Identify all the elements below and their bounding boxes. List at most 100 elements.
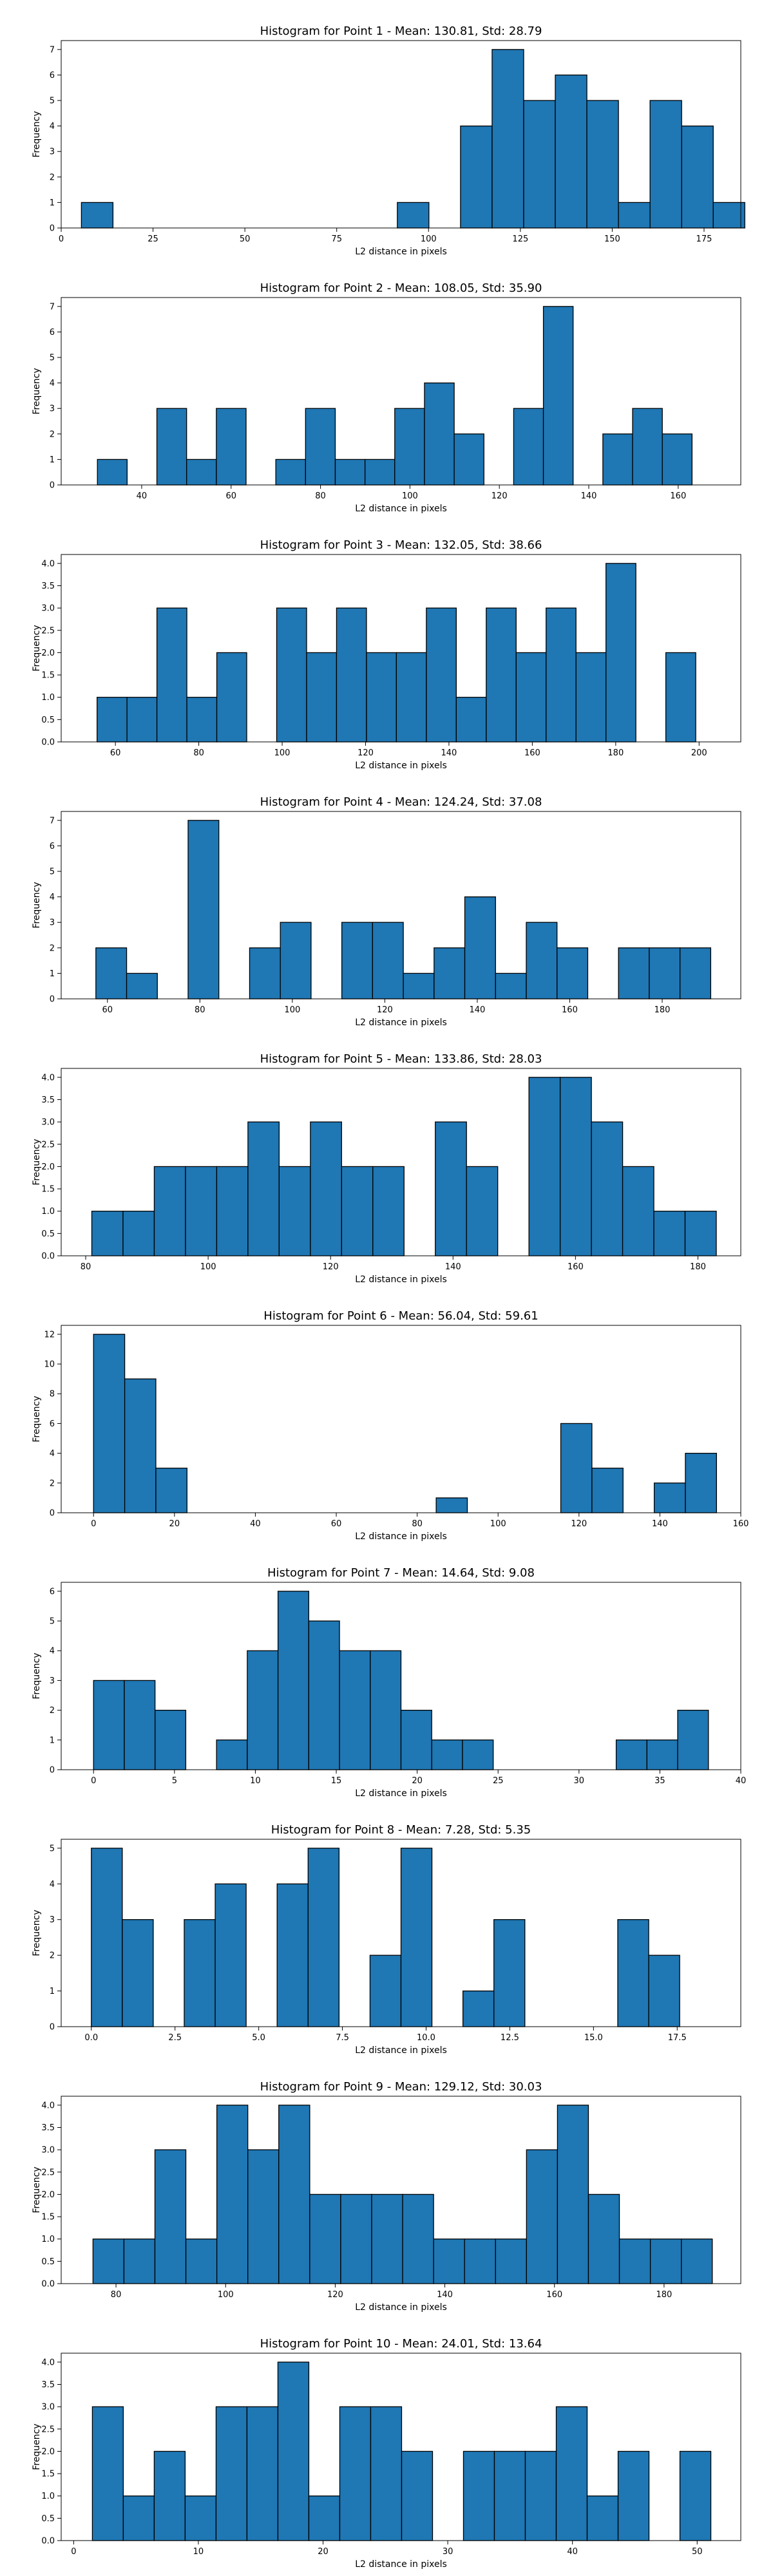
y-tick-label: 1.0 [41,693,55,703]
histogram-bar [463,2450,495,2541]
histogram-bar [618,2239,651,2284]
x-tick-label: 7.5 [336,2033,349,2043]
histogram-bar [247,1121,280,1256]
histogram-bar [216,1739,248,1770]
x-tick-label: 120 [491,491,508,501]
x-tick-label: 40 [250,1519,261,1529]
histogram-bar [366,652,397,743]
chart-panel-3: Histogram for Point 3 - Mean: 132.05, St… [32,538,741,771]
x-axis-label: L2 distance in pixels [355,2559,447,2570]
y-tick-label: 0.5 [41,715,55,725]
y-tick-label: 6 [50,842,55,851]
histogram-bar [341,922,374,999]
y-tick-label: 1.5 [41,1185,55,1195]
x-tick-label: 140 [581,491,597,501]
x-tick-label: 20 [318,2547,329,2557]
y-tick-label: 0 [50,2023,55,2032]
x-tick-label: 150 [604,234,620,244]
axes-frame [61,1582,741,1770]
histogram-bar [340,2193,372,2284]
histogram-bar [334,459,366,486]
histogram-bar [431,1739,463,1770]
histogram-bar [155,1468,187,1513]
histogram-bar [308,1620,340,1770]
histogram-bar [662,433,692,486]
histogram-bar [372,922,404,999]
histogram-bar [653,1482,686,1513]
y-tick-label: 3.5 [41,2123,55,2133]
y-tick-label: 0.5 [41,2257,55,2267]
histogram-bar [246,2406,279,2541]
histogram-bar [156,607,187,743]
histogram-bar [216,652,247,743]
x-axis-label: L2 distance in pixels [355,761,447,771]
histogram-bar [95,947,128,999]
chart-panel-2: Histogram for Point 2 - Mean: 108.05, St… [32,281,741,514]
histogram-bar [528,1077,561,1256]
histogram-bar [310,1121,342,1256]
histogram-bar [464,896,496,999]
histogram-bar [339,2406,372,2541]
histogram-bar [433,2239,465,2284]
axes-frame [61,1068,741,1256]
histogram-bar [216,2105,249,2284]
histogram-bar [92,2239,125,2284]
x-tick-label: 100 [274,748,291,758]
x-tick-label: 20 [412,1776,423,1786]
histogram-bar [617,1919,649,2027]
histogram-bar [396,652,427,743]
y-tick-label: 4 [50,122,55,131]
y-tick-label: 0.5 [41,1229,55,1239]
x-tick-label: 80 [111,2290,122,2300]
histogram-bar [280,922,312,999]
histogram-bar [495,2239,527,2284]
histogram-bar [542,306,574,486]
histogram-bar [122,1211,155,1256]
histogram-bar [453,433,484,486]
x-tick-label: 140 [441,748,457,758]
histogram-bar [460,125,493,229]
y-axis-label: Frequency [32,1396,42,1442]
x-tick-label: 60 [225,491,236,501]
y-tick-label: 3 [50,147,55,157]
histogram-bar [400,1848,433,2027]
histogram-bar [93,1334,126,1513]
axes-frame [61,811,741,999]
x-tick-label: 10 [193,2547,204,2557]
histogram-bar [276,607,307,743]
histogram-bar [555,2406,588,2541]
x-tick-label: 175 [696,234,712,244]
histogram-bar [186,459,217,486]
histogram-bar [397,202,430,229]
histogram-bar [679,947,712,999]
histogram-bar [370,2406,403,2541]
x-tick-label: 0 [91,1776,96,1786]
histogram-bar [559,1077,592,1256]
y-tick-label: 7 [50,816,55,826]
histogram-bar [618,202,651,229]
histogram-bar [679,2450,712,2541]
histogram-bar [154,2149,187,2284]
y-tick-label: 1 [50,455,55,465]
histogram-bar [216,1166,249,1256]
y-tick-label: 7 [50,45,55,55]
y-tick-label: 0.0 [41,1252,55,1262]
x-tick-label: 25 [493,1776,504,1786]
y-tick-label: 3.5 [41,582,55,591]
y-axis-label: Frequency [32,882,42,928]
x-tick-label: 15 [331,1776,342,1786]
axes-frame [61,1325,741,1513]
y-tick-label: 5 [50,1617,55,1627]
x-tick-label: 40 [567,2547,578,2557]
y-tick-label: 1.0 [41,2235,55,2244]
histogram-bar [336,607,367,743]
axes-frame [61,2096,741,2284]
histogram-bar [435,1497,468,1513]
histogram-bar [455,697,487,743]
histogram-bar [653,1211,686,1256]
histogram-bar [156,408,187,486]
y-tick-label: 5 [50,1844,55,1853]
chart-title: Histogram for Point 2 - Mean: 108.05, St… [260,281,542,295]
chart-panel-6: Histogram for Point 6 - Mean: 56.04, Std… [32,1309,749,1542]
x-tick-label: 160 [733,1519,749,1529]
